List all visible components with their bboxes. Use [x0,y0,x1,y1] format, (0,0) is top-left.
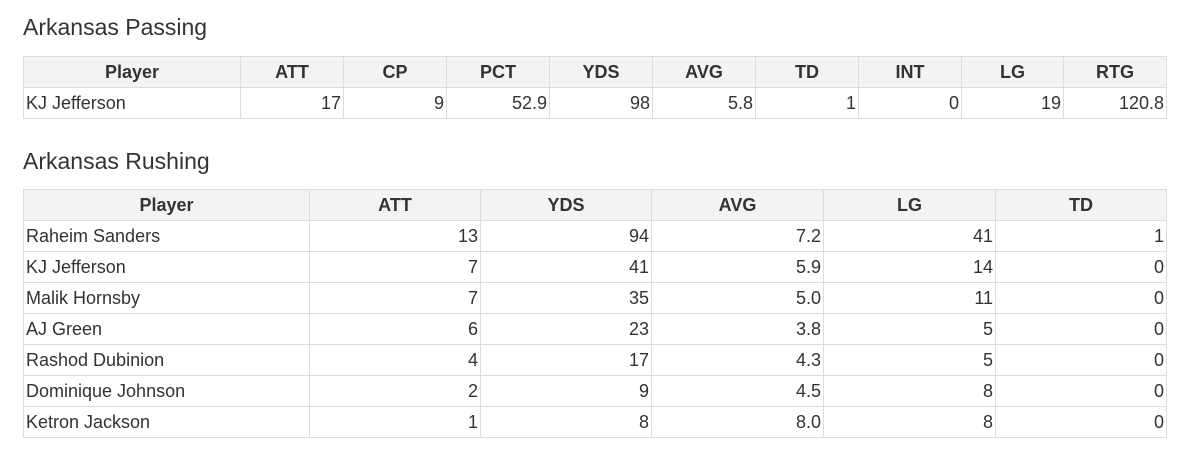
header-row: Player ATT YDS AVG LG TD [23,189,1167,221]
column-header: ATT [240,56,344,88]
header-row: Player ATT CP PCT YDS AVG TD INT LG RTG [23,56,1167,88]
column-header: LG [823,189,996,221]
column-header: PCT [446,56,550,88]
stat-cell: 8.0 [651,406,824,438]
stat-cell: 0 [995,344,1167,376]
stat-cell: 52.9 [446,87,550,119]
stat-cell: 0 [858,87,962,119]
column-header: Player [23,189,310,221]
player-cell: AJ Green [23,313,310,345]
stat-cell: 35 [480,282,652,314]
stat-cell: 3.8 [651,313,824,345]
player-cell: KJ Jefferson [23,251,310,283]
table-header: Player ATT YDS AVG LG TD [23,189,1167,221]
player-cell: Rashod Dubinion [23,344,310,376]
stat-cell: 5 [823,313,996,345]
table-row: Dominique Johnson 2 9 4.5 8 0 [23,375,1167,407]
stat-cell: 13 [309,220,481,252]
column-header: RTG [1063,56,1167,88]
stat-cell: 8 [823,406,996,438]
rushing-table: Player ATT YDS AVG LG TD Raheim Sanders 13 94 7.2… [23,189,1167,438]
stat-cell: 5.0 [651,282,824,314]
stat-cell: 120.8 [1063,87,1167,119]
section-title: Arkansas Passing [23,14,208,40]
stat-cell: 5.8 [652,87,756,119]
table-row: AJ Green 6 23 3.8 5 0 [23,313,1167,345]
column-header: YDS [549,56,653,88]
stat-cell: 0 [995,251,1167,283]
column-header: ATT [309,189,481,221]
column-header: AVG [652,56,756,88]
stat-cell: 19 [961,87,1064,119]
table-row: Rashod Dubinion 4 17 4.3 5 0 [23,344,1167,376]
stat-cell: 23 [480,313,652,345]
stat-cell: 2 [309,375,481,407]
stat-cell: 4.3 [651,344,824,376]
table-body: KJ Jefferson 17 9 52.9 98 5.8 1 0 19 120.8 [23,87,1167,119]
table-body: Raheim Sanders 13 94 7.2 41 1 KJ Jefferson 7 41 5… [23,220,1167,438]
table-header: Player ATT CP PCT YDS AVG TD INT LG RTG [23,56,1167,88]
stat-cell: 5.9 [651,251,824,283]
table-row: Ketron Jackson 1 8 8.0 8 0 [23,406,1167,438]
stat-cell: 7.2 [651,220,824,252]
column-header: LG [961,56,1064,88]
stat-cell: 98 [549,87,653,119]
table-row: KJ Jefferson 7 41 5.9 14 0 [23,251,1167,283]
stat-cell: 11 [823,282,996,314]
stat-cell: 8 [823,375,996,407]
passing-table: Player ATT CP PCT YDS AVG TD INT LG RTG KJ Jeffers… [23,56,1167,119]
column-header: TD [995,189,1167,221]
stat-cell: 0 [995,282,1167,314]
column-header: YDS [480,189,652,221]
stat-cell: 41 [823,220,996,252]
stat-cell: 1 [755,87,859,119]
stat-cell: 9 [480,375,652,407]
stat-cell: 0 [995,375,1167,407]
table-row: KJ Jefferson 17 9 52.9 98 5.8 1 0 19 120.8 [23,87,1167,119]
stat-cell: 17 [480,344,652,376]
player-cell: Malik Hornsby [23,282,310,314]
column-header: Player [23,56,241,88]
stat-cell: 0 [995,313,1167,345]
player-cell: KJ Jefferson [23,87,241,119]
section-title: Arkansas Rushing [23,148,210,174]
table-row: Malik Hornsby 7 35 5.0 11 0 [23,282,1167,314]
stat-cell: 1 [995,220,1167,252]
stat-cell: 94 [480,220,652,252]
player-cell: Dominique Johnson [23,375,310,407]
stat-cell: 7 [309,251,481,283]
stat-cell: 4.5 [651,375,824,407]
column-header: AVG [651,189,824,221]
stat-cell: 6 [309,313,481,345]
stat-cell: 5 [823,344,996,376]
stat-cell: 9 [343,87,447,119]
column-header: CP [343,56,447,88]
table-row: Raheim Sanders 13 94 7.2 41 1 [23,220,1167,252]
column-header: TD [755,56,859,88]
stat-cell: 1 [309,406,481,438]
player-cell: Raheim Sanders [23,220,310,252]
stat-cell: 14 [823,251,996,283]
column-header: INT [858,56,962,88]
stat-cell: 8 [480,406,652,438]
stat-cell: 17 [240,87,344,119]
stat-cell: 41 [480,251,652,283]
stat-cell: 7 [309,282,481,314]
stat-cell: 4 [309,344,481,376]
player-cell: Ketron Jackson [23,406,310,438]
stat-cell: 0 [995,406,1167,438]
